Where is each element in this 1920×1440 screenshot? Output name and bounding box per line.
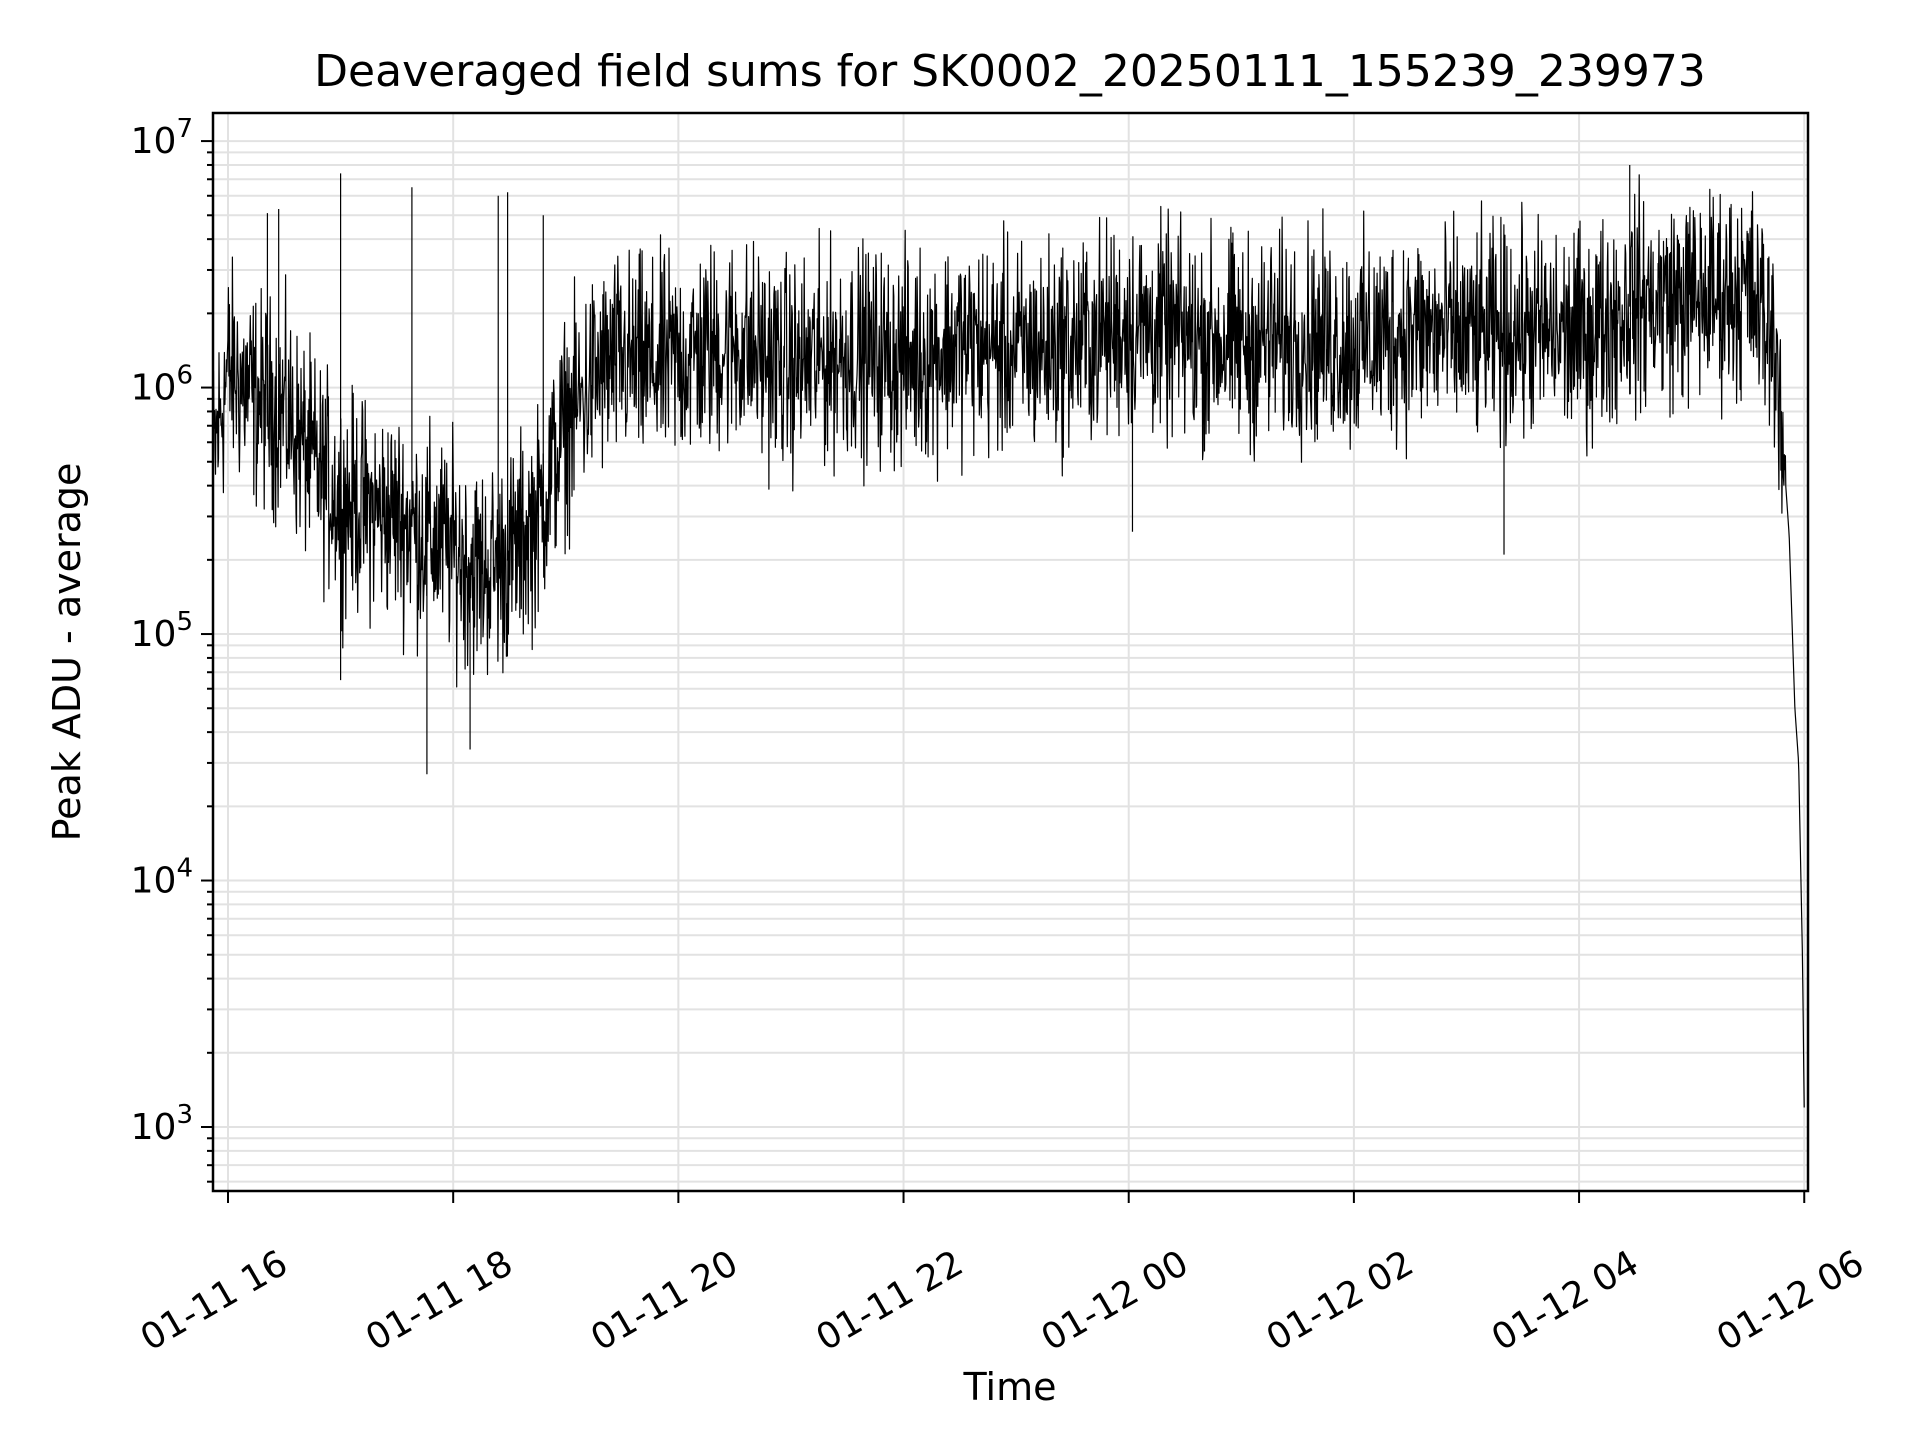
x-tick-label: 01-12 00 xyxy=(1035,1243,1196,1359)
plot-frame xyxy=(211,111,1810,1193)
series-layer xyxy=(212,164,1805,1108)
y-tick-label: 104 xyxy=(131,854,193,902)
y-tick-label: 105 xyxy=(131,607,193,655)
y-axis-label: Peak ADU - average xyxy=(45,463,89,842)
x-tick-label: 01-11 20 xyxy=(584,1243,745,1359)
series-line xyxy=(212,174,1805,1108)
x-tick-label: 01-12 02 xyxy=(1260,1243,1421,1359)
grid xyxy=(213,113,1808,1191)
y-axis: 103 104 105 106 107 xyxy=(131,114,213,1183)
x-tick-label: 01-11 22 xyxy=(809,1243,970,1359)
x-tick-label: 01-12 06 xyxy=(1710,1243,1871,1359)
y-tick-label: 106 xyxy=(131,361,193,409)
x-tick-label: 01-11 16 xyxy=(134,1243,295,1359)
x-tick-label: 01-12 04 xyxy=(1485,1243,1646,1359)
chart-title: Deaveraged field sums for SK0002_2025011… xyxy=(314,46,1706,97)
x-axis-label: Time xyxy=(963,1365,1057,1409)
x-tick-label: 01-11 18 xyxy=(359,1243,520,1359)
y-tick-label: 103 xyxy=(131,1100,193,1148)
y-tick-label: 107 xyxy=(131,114,193,162)
x-axis: 01-11 16 01-11 18 01-11 20 01-11 22 01-12 00… xyxy=(134,1191,1871,1359)
